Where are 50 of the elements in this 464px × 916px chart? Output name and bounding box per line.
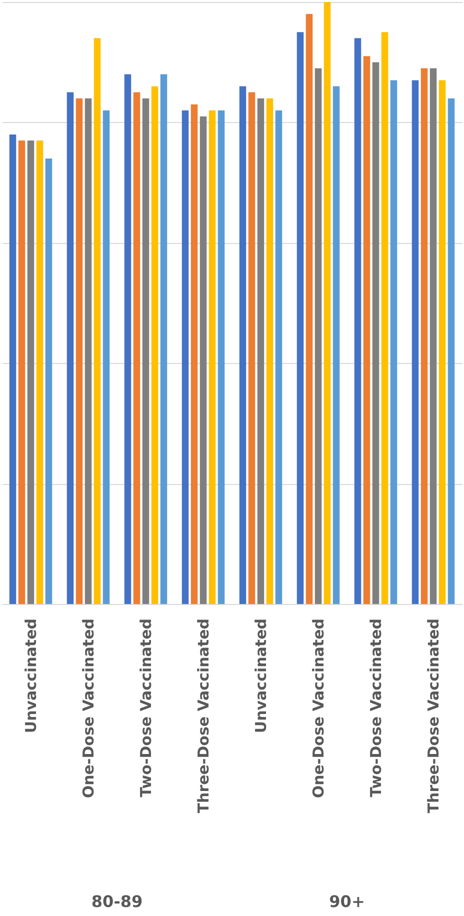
- bar: [275, 110, 282, 604]
- x-tick-label: Unvaccinated: [252, 618, 270, 734]
- bar: [372, 62, 380, 604]
- bar: [239, 86, 246, 604]
- bar: [18, 140, 26, 604]
- bar: [381, 32, 388, 604]
- bar: [66, 92, 74, 604]
- bar: [438, 80, 446, 604]
- bar: [9, 134, 16, 604]
- bar: [248, 92, 256, 604]
- text: 80-89: [91, 892, 143, 911]
- bar: [133, 92, 140, 604]
- bar: [45, 158, 52, 604]
- bar: [208, 110, 216, 604]
- bar: [448, 98, 455, 604]
- bar: [160, 74, 168, 604]
- bar: [412, 80, 419, 604]
- bar: [102, 110, 110, 604]
- bar: [200, 116, 207, 604]
- bar: [430, 68, 437, 604]
- bar: [182, 110, 189, 604]
- x-tick-label: Unvaccinated: [22, 618, 40, 734]
- bar: [151, 86, 158, 604]
- bar: [84, 98, 92, 604]
- bar: [420, 68, 428, 604]
- bar: [314, 68, 322, 604]
- x-tick-label: Three-Dose Vaccinated: [424, 618, 442, 814]
- bar: [124, 74, 132, 604]
- bar: [190, 104, 198, 604]
- x-tick-label: One-Dose Vaccinated: [309, 618, 328, 798]
- bar: [296, 32, 304, 604]
- bar: [390, 80, 398, 604]
- bar: [36, 140, 44, 604]
- bar: [332, 86, 340, 604]
- text: 90+: [329, 892, 365, 911]
- bar: [76, 98, 83, 604]
- bar: [218, 110, 225, 604]
- bar: [142, 98, 150, 604]
- bar: [266, 98, 274, 604]
- bar: [257, 98, 264, 604]
- bar: [354, 38, 362, 604]
- x-tick-label: One-Dose Vaccinated: [79, 618, 98, 798]
- bar: [94, 38, 101, 604]
- bar: [306, 14, 313, 604]
- x-tick-label: Two-Dose Vaccinated: [136, 618, 155, 798]
- bar: [363, 56, 370, 604]
- bar: [324, 2, 331, 604]
- x-tick-label: Two-Dose Vaccinated: [366, 618, 385, 798]
- x-tick-label: Three-Dose Vaccinated: [194, 618, 212, 814]
- bar: [27, 140, 34, 604]
